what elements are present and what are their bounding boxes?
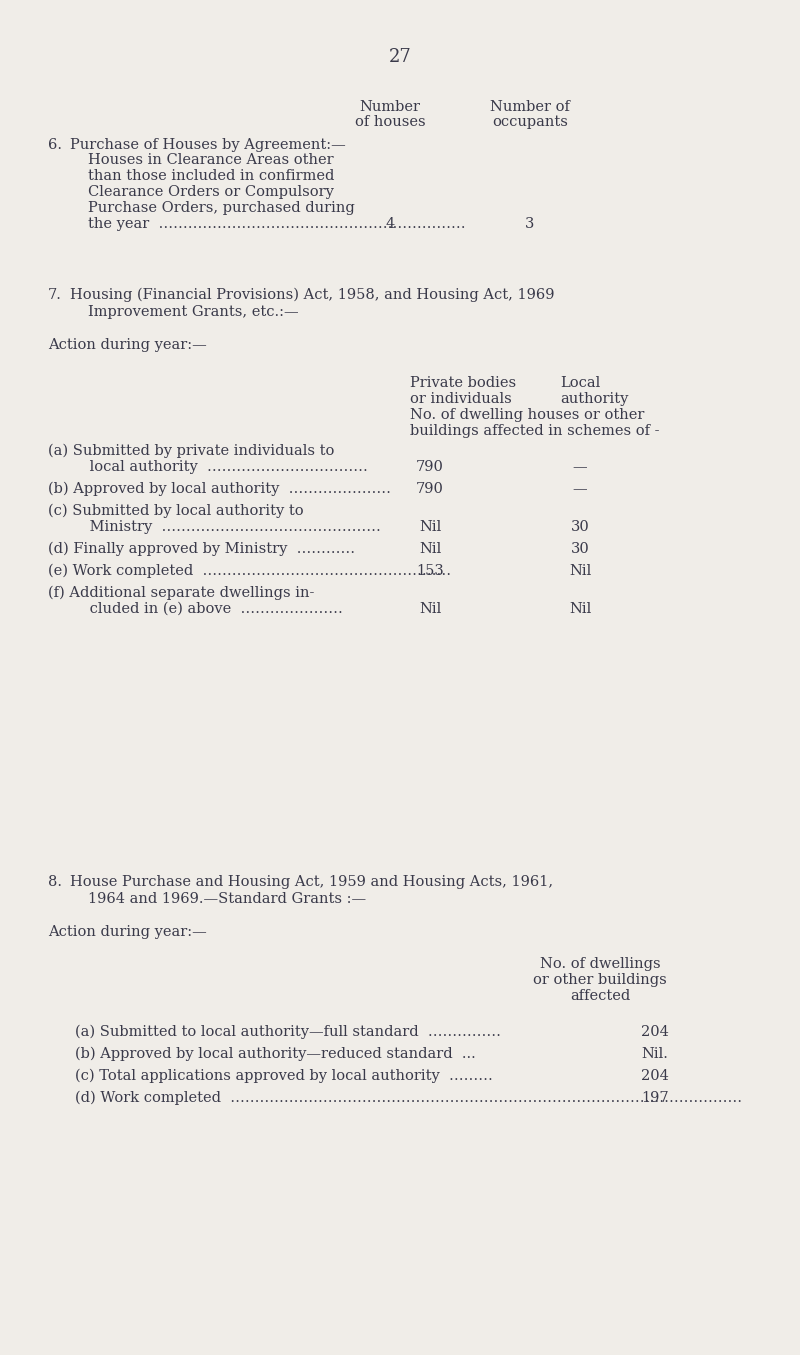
Text: of houses: of houses xyxy=(354,115,426,129)
Text: 6.: 6. xyxy=(48,138,62,152)
Text: 204: 204 xyxy=(641,1024,669,1039)
Text: buildings affected in schemes of -: buildings affected in schemes of - xyxy=(410,424,659,438)
Text: Ministry  ………………………………………: Ministry ……………………………………… xyxy=(48,520,381,534)
Text: (c) Submitted by local authority to: (c) Submitted by local authority to xyxy=(48,504,304,519)
Text: occupants: occupants xyxy=(492,115,568,129)
Text: affected: affected xyxy=(570,989,630,1003)
Text: 27: 27 xyxy=(389,47,411,66)
Text: 8.: 8. xyxy=(48,875,62,889)
Text: the year  ………………………………………………………: the year ……………………………………………………… xyxy=(88,217,466,230)
Text: —: — xyxy=(573,482,587,496)
Text: local authority  ……………………………: local authority …………………………… xyxy=(48,459,368,474)
Text: 4: 4 xyxy=(386,217,394,230)
Text: or individuals: or individuals xyxy=(410,392,512,406)
Text: 3: 3 xyxy=(526,217,534,230)
Text: cluded in (e) above  …………………: cluded in (e) above ………………… xyxy=(48,602,343,617)
Text: Nil: Nil xyxy=(419,542,441,556)
Text: (f) Additional separate dwellings in-: (f) Additional separate dwellings in- xyxy=(48,585,314,600)
Text: Purchase of Houses by Agreement:—: Purchase of Houses by Agreement:— xyxy=(70,138,346,152)
Text: (d) Finally approved by Ministry  …………: (d) Finally approved by Ministry ………… xyxy=(48,542,355,557)
Text: Nil: Nil xyxy=(569,564,591,579)
Text: Nil: Nil xyxy=(419,602,441,617)
Text: 7.: 7. xyxy=(48,289,62,302)
Text: Nil.: Nil. xyxy=(642,1047,669,1061)
Text: 197: 197 xyxy=(641,1091,669,1104)
Text: Housing (Financial Provisions) Act, 1958, and Housing Act, 1969: Housing (Financial Provisions) Act, 1958… xyxy=(70,289,554,302)
Text: Nil: Nil xyxy=(569,602,591,617)
Text: 153: 153 xyxy=(416,564,444,579)
Text: 204: 204 xyxy=(641,1069,669,1083)
Text: Number of: Number of xyxy=(490,100,570,114)
Text: (b) Approved by local authority  …………………: (b) Approved by local authority ………………… xyxy=(48,482,391,496)
Text: than those included in confirmed: than those included in confirmed xyxy=(88,169,334,183)
Text: Private bodies: Private bodies xyxy=(410,375,516,390)
Text: 30: 30 xyxy=(570,520,590,534)
Text: Clearance Orders or Compulsory: Clearance Orders or Compulsory xyxy=(88,186,334,199)
Text: authority: authority xyxy=(560,392,628,406)
Text: Action during year:—: Action during year:— xyxy=(48,925,206,939)
Text: or other buildings: or other buildings xyxy=(533,973,667,986)
Text: 790: 790 xyxy=(416,482,444,496)
Text: (c) Total applications approved by local authority  ………: (c) Total applications approved by local… xyxy=(75,1069,493,1084)
Text: 30: 30 xyxy=(570,542,590,556)
Text: Number: Number xyxy=(359,100,421,114)
Text: —: — xyxy=(573,459,587,474)
Text: (e) Work completed  ……………………………………………: (e) Work completed …………………………………………… xyxy=(48,564,451,579)
Text: (d) Work completed  ……………………………………………………………………………………………: (d) Work completed ………………………………………………………… xyxy=(75,1091,742,1106)
Text: Nil: Nil xyxy=(419,520,441,534)
Text: 1964 and 1969.—Standard Grants :—: 1964 and 1969.—Standard Grants :— xyxy=(88,892,366,906)
Text: (a) Submitted by private individuals to: (a) Submitted by private individuals to xyxy=(48,444,334,458)
Text: 790: 790 xyxy=(416,459,444,474)
Text: No. of dwellings: No. of dwellings xyxy=(540,957,660,972)
Text: (b) Approved by local authority—reduced standard  ...: (b) Approved by local authority—reduced … xyxy=(75,1047,476,1061)
Text: Improvement Grants, etc.:—: Improvement Grants, etc.:— xyxy=(88,305,298,318)
Text: Purchase Orders, purchased during: Purchase Orders, purchased during xyxy=(88,201,354,215)
Text: No. of dwelling houses or other: No. of dwelling houses or other xyxy=(410,408,644,421)
Text: Action during year:—: Action during year:— xyxy=(48,337,206,352)
Text: Houses in Clearance Areas other: Houses in Clearance Areas other xyxy=(88,153,334,167)
Text: House Purchase and Housing Act, 1959 and Housing Acts, 1961,: House Purchase and Housing Act, 1959 and… xyxy=(70,875,553,889)
Text: (a) Submitted to local authority—full standard  ……………: (a) Submitted to local authority—full st… xyxy=(75,1024,501,1039)
Text: Local: Local xyxy=(560,375,600,390)
